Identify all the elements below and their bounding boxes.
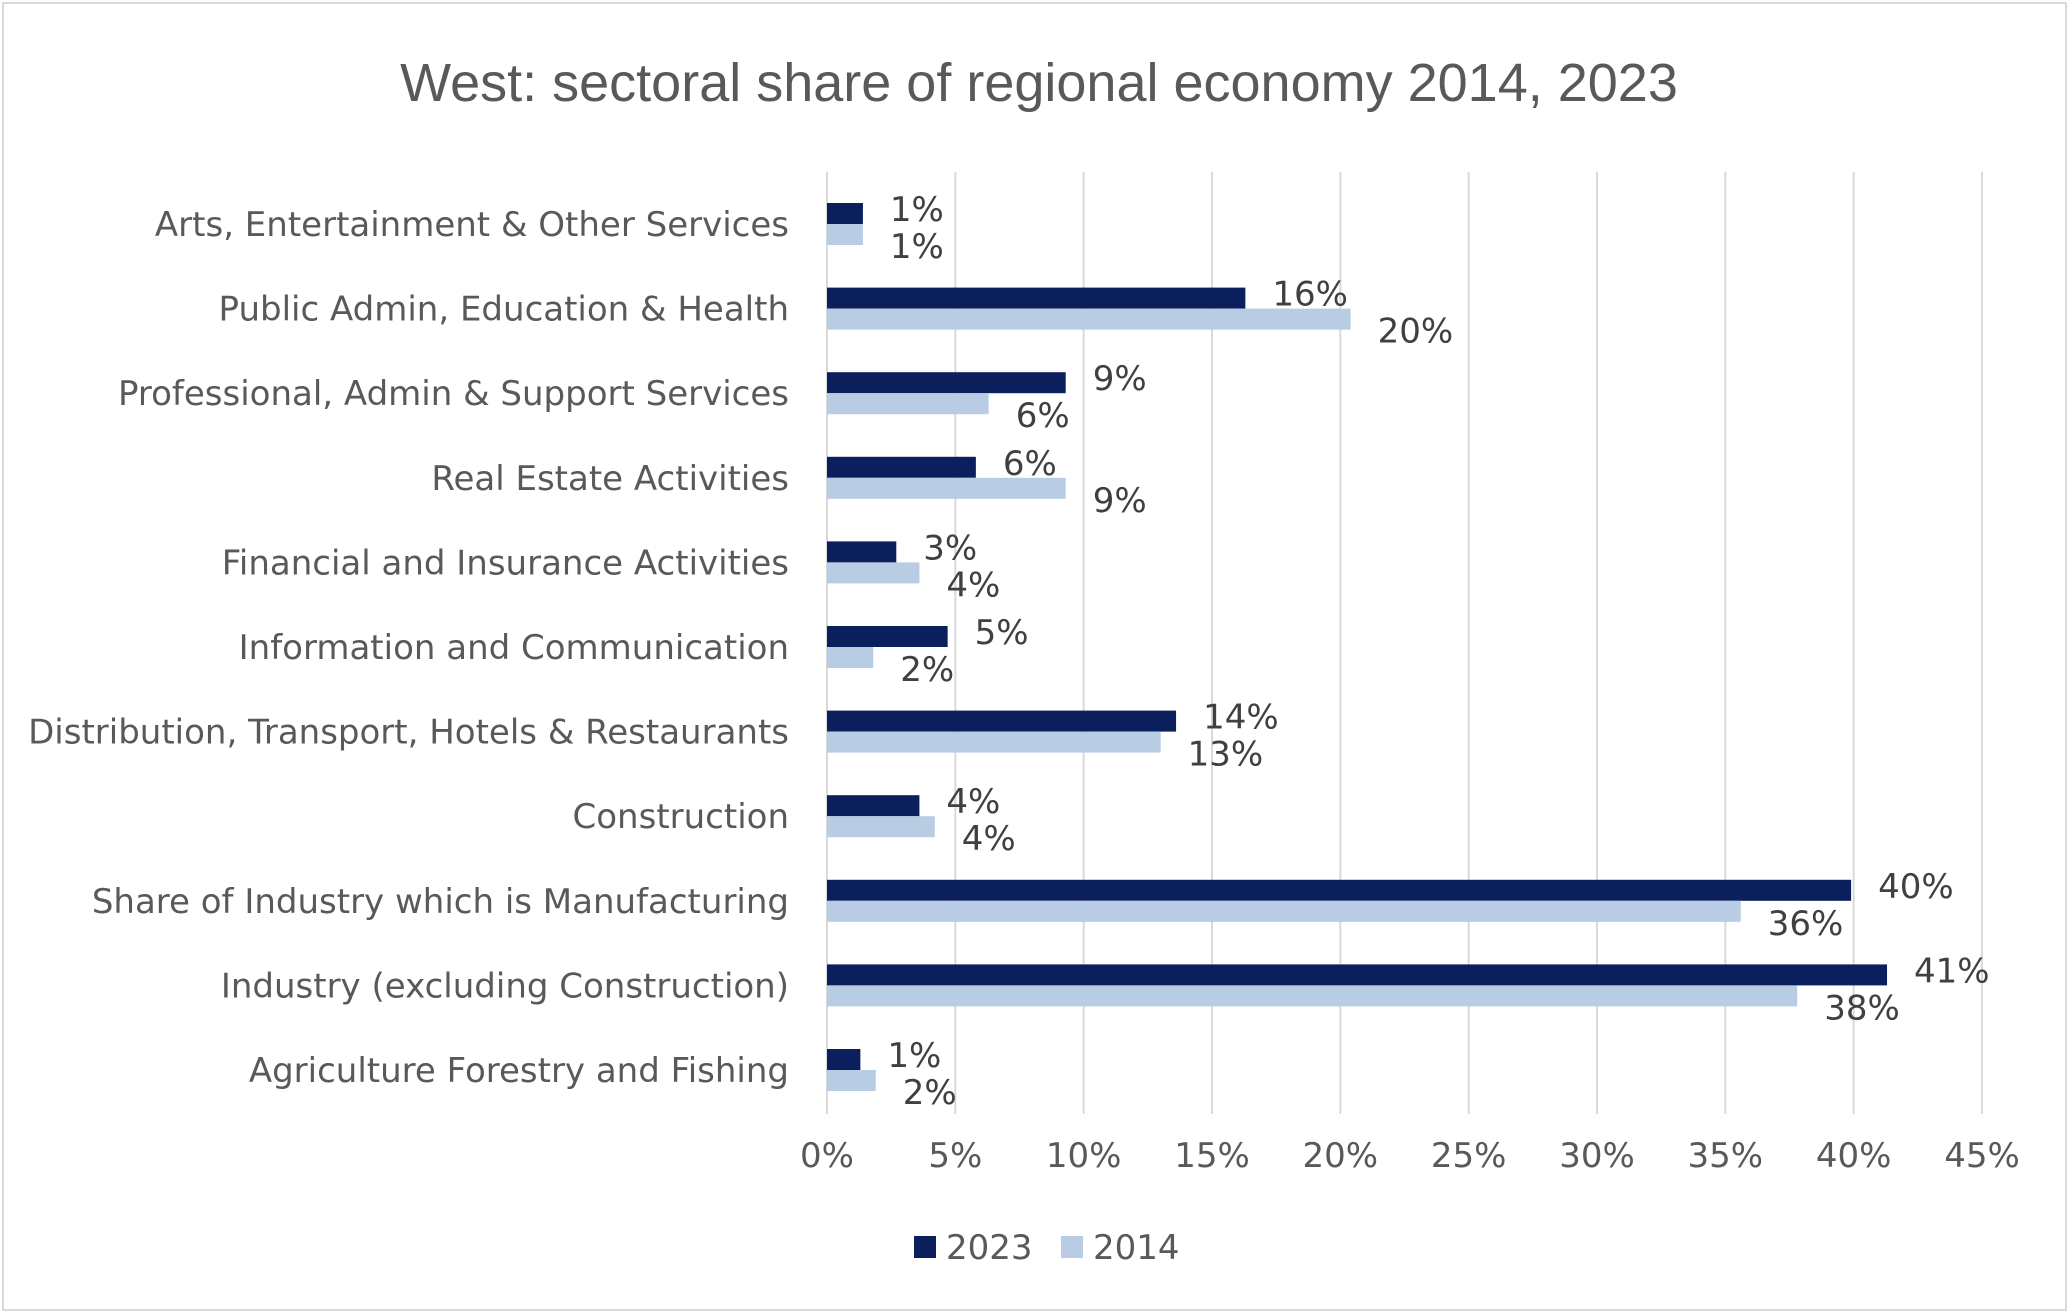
x-tick-label-10: 10% (1046, 1136, 1122, 1176)
data-label-2023-share-of-industry-which-is-manufacturing: 40% (1878, 867, 1954, 907)
data-label-2014-share-of-industry-which-is-manufacturing: 36% (1768, 904, 1844, 944)
x-tick-label-0: 0% (800, 1136, 854, 1176)
bar-2023-financial-and-insurance-activities (827, 541, 897, 563)
bar-2014-agriculture-forestry-and-fishing (827, 1070, 876, 1091)
data-label-2014-distribution-transport-hotels-restaurants: 13% (1188, 735, 1264, 775)
data-label-2014-public-admin-education-health: 20% (1378, 312, 1454, 352)
category-label-information-and-communication: Information and Communication (239, 628, 789, 668)
legend-label-2023: 2023 (946, 1228, 1033, 1268)
x-tick-label-30: 30% (1559, 1136, 1635, 1176)
data-label-2014-information-and-communication: 2% (900, 650, 954, 690)
bar-2014-construction (827, 816, 935, 838)
data-label-2023-arts-entertainment-other-services: 1% (890, 190, 944, 230)
data-labels: 1%1%16%20%9%6%6%9%3%4%5%2%14%13%4%4%40%3… (887, 190, 1989, 1113)
bar-2014-information-and-communication (827, 647, 874, 668)
data-label-2014-agriculture-forestry-and-fishing: 2% (903, 1073, 957, 1113)
data-label-2023-real-estate-activities: 6% (1003, 444, 1057, 484)
bar-2023-real-estate-activities (827, 456, 976, 478)
category-label-arts-entertainment-other-services: Arts, Entertainment & Other Services (155, 205, 789, 245)
data-label-2023-financial-and-insurance-activities: 3% (923, 528, 977, 568)
legend-swatch-2014 (1061, 1236, 1083, 1258)
category-labels: Arts, Entertainment & Other Services Publ… (28, 205, 789, 1091)
bar-2023-distribution-transport-hotels-restaurants (827, 710, 1177, 732)
category-label-industry-excluding-construction: Industry (excluding Construction) (221, 966, 789, 1006)
bar-2023-agriculture-forestry-and-fishing (827, 1049, 861, 1070)
chart-title: West: sectoral share of regional economy… (400, 53, 1678, 113)
x-tick-label-35: 35% (1688, 1136, 1764, 1176)
data-label-2023-agriculture-forestry-and-fishing: 1% (887, 1036, 941, 1076)
bars (827, 203, 1888, 1091)
bar-2023-construction (827, 795, 920, 817)
x-tick-label-5: 5% (928, 1136, 982, 1176)
legend-swatch-2023 (914, 1236, 936, 1258)
bar-2014-arts-entertainment-other-services (827, 224, 863, 245)
category-label-professional-admin-support-services: Professional, Admin & Support Services (118, 374, 789, 414)
category-label-real-estate-activities: Real Estate Activities (431, 459, 789, 499)
data-label-2023-professional-admin-support-services: 9% (1093, 359, 1147, 399)
bar-chart: West: sectoral share of regional economy… (28, 53, 2020, 1268)
bar-2014-professional-admin-support-services (827, 393, 989, 415)
data-label-2023-distribution-transport-hotels-restaurants: 14% (1203, 698, 1279, 738)
x-tick-label-45: 45% (1944, 1136, 2020, 1176)
data-label-2023-construction: 4% (946, 782, 1000, 822)
bar-2014-distribution-transport-hotels-restaurants (827, 731, 1161, 753)
bar-2023-public-admin-education-health (827, 287, 1246, 309)
bar-2014-industry-excluding-construction (827, 985, 1798, 1007)
data-label-2014-arts-entertainment-other-services: 1% (890, 227, 944, 267)
data-label-2023-industry-excluding-construction: 41% (1914, 951, 1990, 991)
data-label-2023-information-and-communication: 5% (975, 613, 1029, 653)
data-label-2014-real-estate-activities: 9% (1093, 481, 1147, 521)
x-tick-label-25: 25% (1431, 1136, 1507, 1176)
bar-2023-industry-excluding-construction (827, 964, 1888, 986)
bar-2014-public-admin-education-health (827, 308, 1351, 330)
x-tick-label-15: 15% (1174, 1136, 1250, 1176)
legend: 2023 2014 (914, 1228, 1180, 1268)
category-label-distribution-transport-hotels-restaurants: Distribution, Transport, Hotels & Restau… (28, 713, 789, 753)
category-label-agriculture-forestry-and-fishing: Agriculture Forestry and Fishing (249, 1051, 789, 1091)
category-label-financial-and-insurance-activities: Financial and Insurance Activities (222, 543, 789, 583)
data-label-2014-financial-and-insurance-activities: 4% (946, 565, 1000, 605)
legend-label-2014: 2014 (1093, 1228, 1180, 1268)
bar-2023-professional-admin-support-services (827, 372, 1066, 394)
data-label-2023-public-admin-education-health: 16% (1272, 275, 1348, 315)
x-tick-label-20: 20% (1303, 1136, 1379, 1176)
bar-2014-real-estate-activities (827, 477, 1066, 499)
category-label-construction: Construction (573, 797, 789, 837)
category-label-public-admin-education-health: Public Admin, Education & Health (219, 290, 789, 330)
data-label-2014-construction: 4% (962, 819, 1016, 859)
bar-2023-information-and-communication (827, 626, 948, 647)
bar-2014-financial-and-insurance-activities (827, 562, 920, 584)
data-label-2014-industry-excluding-construction: 38% (1824, 988, 1900, 1028)
data-label-2014-professional-admin-support-services: 6% (1016, 396, 1070, 436)
category-label-share-of-industry-which-is-manufacturing: Share of Industry which is Manufacturing (92, 882, 789, 922)
bar-2014-share-of-industry-which-is-manufacturing (827, 900, 1741, 922)
x-tick-label-40: 40% (1816, 1136, 1892, 1176)
x-axis-tick-labels: 0% 5% 10% 15% 20% 25% 30% 35% 40% 45% (800, 1136, 2020, 1176)
bar-2023-share-of-industry-which-is-manufacturing (827, 879, 1852, 901)
bar-2023-arts-entertainment-other-services (827, 203, 863, 224)
